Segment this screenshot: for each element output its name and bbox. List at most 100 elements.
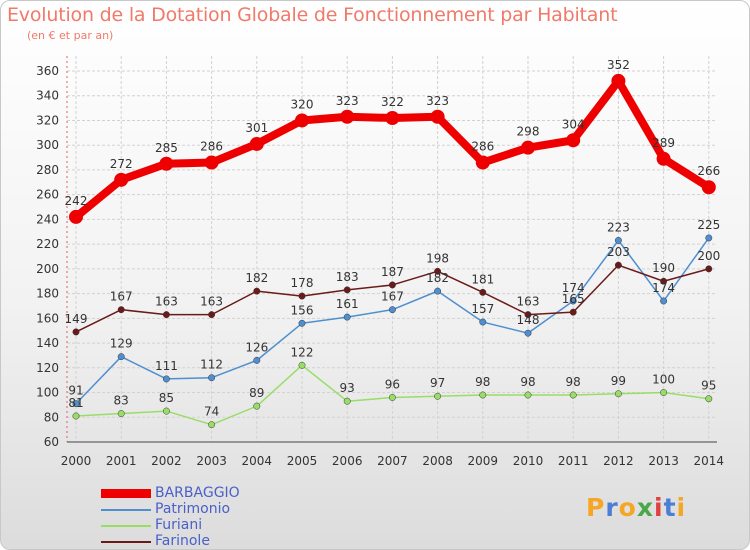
data-point-barbaggio (385, 110, 400, 125)
x-tick-label: 2005 (287, 454, 318, 468)
data-label-farinole: 149 (65, 312, 88, 326)
data-label-patrimonio: 174 (562, 281, 585, 295)
data-label-furiani: 74 (204, 405, 219, 419)
data-label-barbaggio: 286 (471, 140, 494, 154)
x-tick-label: 2010 (513, 454, 544, 468)
data-label-farinole: 183 (336, 270, 359, 284)
data-label-furiani: 93 (340, 381, 355, 395)
data-label-barbaggio: 298 (517, 125, 540, 139)
y-tick-label: 240 (36, 212, 59, 226)
data-point-furiani (660, 389, 668, 396)
x-tick-label: 2008 (422, 454, 453, 468)
data-point-farinole (479, 288, 487, 296)
data-label-farinole: 190 (652, 261, 675, 275)
data-point-barbaggio (340, 109, 355, 124)
y-tick-label: 60 (44, 435, 59, 449)
data-label-patrimonio: 225 (697, 218, 720, 232)
data-label-patrimonio: 111 (155, 359, 178, 373)
y-tick-label: 200 (36, 262, 59, 276)
data-label-furiani: 85 (159, 391, 174, 405)
legend-swatch-barbaggio (101, 489, 151, 498)
data-point-farinole (614, 261, 622, 269)
data-point-patrimonio (524, 329, 532, 337)
y-tick-label: 140 (36, 336, 59, 350)
chart-subtitle: (en € et par an) (27, 29, 114, 42)
data-label-furiani: 95 (701, 379, 716, 393)
logo-letter: r (605, 493, 619, 522)
data-point-patrimonio (343, 313, 351, 321)
data-label-barbaggio: 301 (245, 121, 268, 135)
x-tick-label: 2003 (196, 454, 227, 468)
data-point-furiani (434, 392, 442, 400)
data-label-furiani: 99 (611, 374, 626, 388)
data-point-barbaggio (114, 172, 129, 187)
data-point-patrimonio (434, 287, 442, 295)
data-label-furiani: 122 (291, 345, 314, 359)
data-label-patrimonio: 174 (652, 281, 675, 295)
data-point-barbaggio (611, 73, 626, 88)
data-label-furiani: 98 (520, 375, 535, 389)
data-label-furiani: 81 (68, 396, 83, 410)
logo-letter: i (654, 493, 664, 522)
data-point-barbaggio (204, 155, 219, 170)
y-tick-label: 100 (36, 386, 59, 400)
x-tick-label: 2014 (694, 454, 725, 468)
data-label-patrimonio: 112 (200, 358, 223, 372)
data-point-barbaggio (656, 151, 671, 166)
data-label-barbaggio: 304 (562, 117, 585, 131)
data-point-furiani (388, 394, 396, 401)
data-point-patrimonio (388, 306, 396, 314)
x-tick-label: 2011 (558, 454, 589, 468)
data-point-farinole (208, 311, 216, 319)
x-tick-label: 2013 (648, 454, 679, 468)
data-label-farinole: 200 (697, 249, 720, 263)
axis-layer: 60 80 100 120 140 160 180 200 220 240 260 280 300 320… (36, 56, 724, 468)
data-point-farinole (343, 286, 351, 294)
data-point-furiani (524, 391, 532, 399)
data-point-patrimonio (479, 318, 487, 326)
data-point-barbaggio (566, 133, 581, 148)
data-point-furiani (117, 410, 125, 418)
y-tick-label: 180 (36, 287, 59, 301)
data-label-furiani: 98 (475, 375, 490, 389)
data-point-farinole (117, 306, 125, 314)
data-point-farinole (72, 328, 80, 336)
data-label-barbaggio: 285 (155, 141, 178, 155)
data-point-barbaggio (475, 155, 490, 170)
data-point-furiani (72, 412, 80, 420)
data-point-barbaggio (430, 109, 445, 124)
y-tick-label: 300 (36, 138, 59, 152)
data-point-barbaggio (295, 113, 309, 128)
data-label-farinole: 163 (200, 295, 223, 309)
data-label-furiani: 98 (566, 375, 581, 389)
logo-letter: t (663, 493, 677, 522)
data-point-furiani (343, 397, 351, 405)
data-label-farinole: 178 (291, 276, 314, 290)
data-point-furiani (705, 395, 713, 403)
data-label-barbaggio: 320 (291, 97, 314, 111)
y-tick-label: 340 (36, 89, 59, 103)
data-point-barbaggio (521, 140, 535, 155)
data-label-furiani: 100 (652, 373, 675, 387)
data-point-farinole (434, 267, 442, 275)
data-point-barbaggio (249, 136, 264, 151)
data-point-barbaggio (69, 209, 83, 224)
data-label-patrimonio: 129 (110, 337, 133, 351)
data-point-patrimonio (162, 375, 170, 383)
logo-letter: o (618, 493, 637, 522)
data-label-barbaggio: 242 (65, 194, 88, 208)
data-label-barbaggio: 323 (426, 94, 449, 108)
data-point-furiani (614, 390, 622, 398)
logo-letter: i (676, 493, 687, 522)
data-label-patrimonio: 182 (426, 271, 449, 285)
x-tick-label: 2001 (106, 454, 137, 468)
data-label-farinole: 167 (110, 290, 133, 304)
x-tick-label: 2012 (603, 454, 634, 468)
legend-label-farinole: Farinole (155, 533, 210, 549)
data-point-patrimonio (298, 319, 306, 327)
legend-label-furiani: Furiani (155, 517, 203, 533)
y-tick-label: 320 (36, 113, 59, 127)
data-point-barbaggio (701, 180, 716, 195)
data-label-patrimonio: 91 (68, 384, 83, 398)
